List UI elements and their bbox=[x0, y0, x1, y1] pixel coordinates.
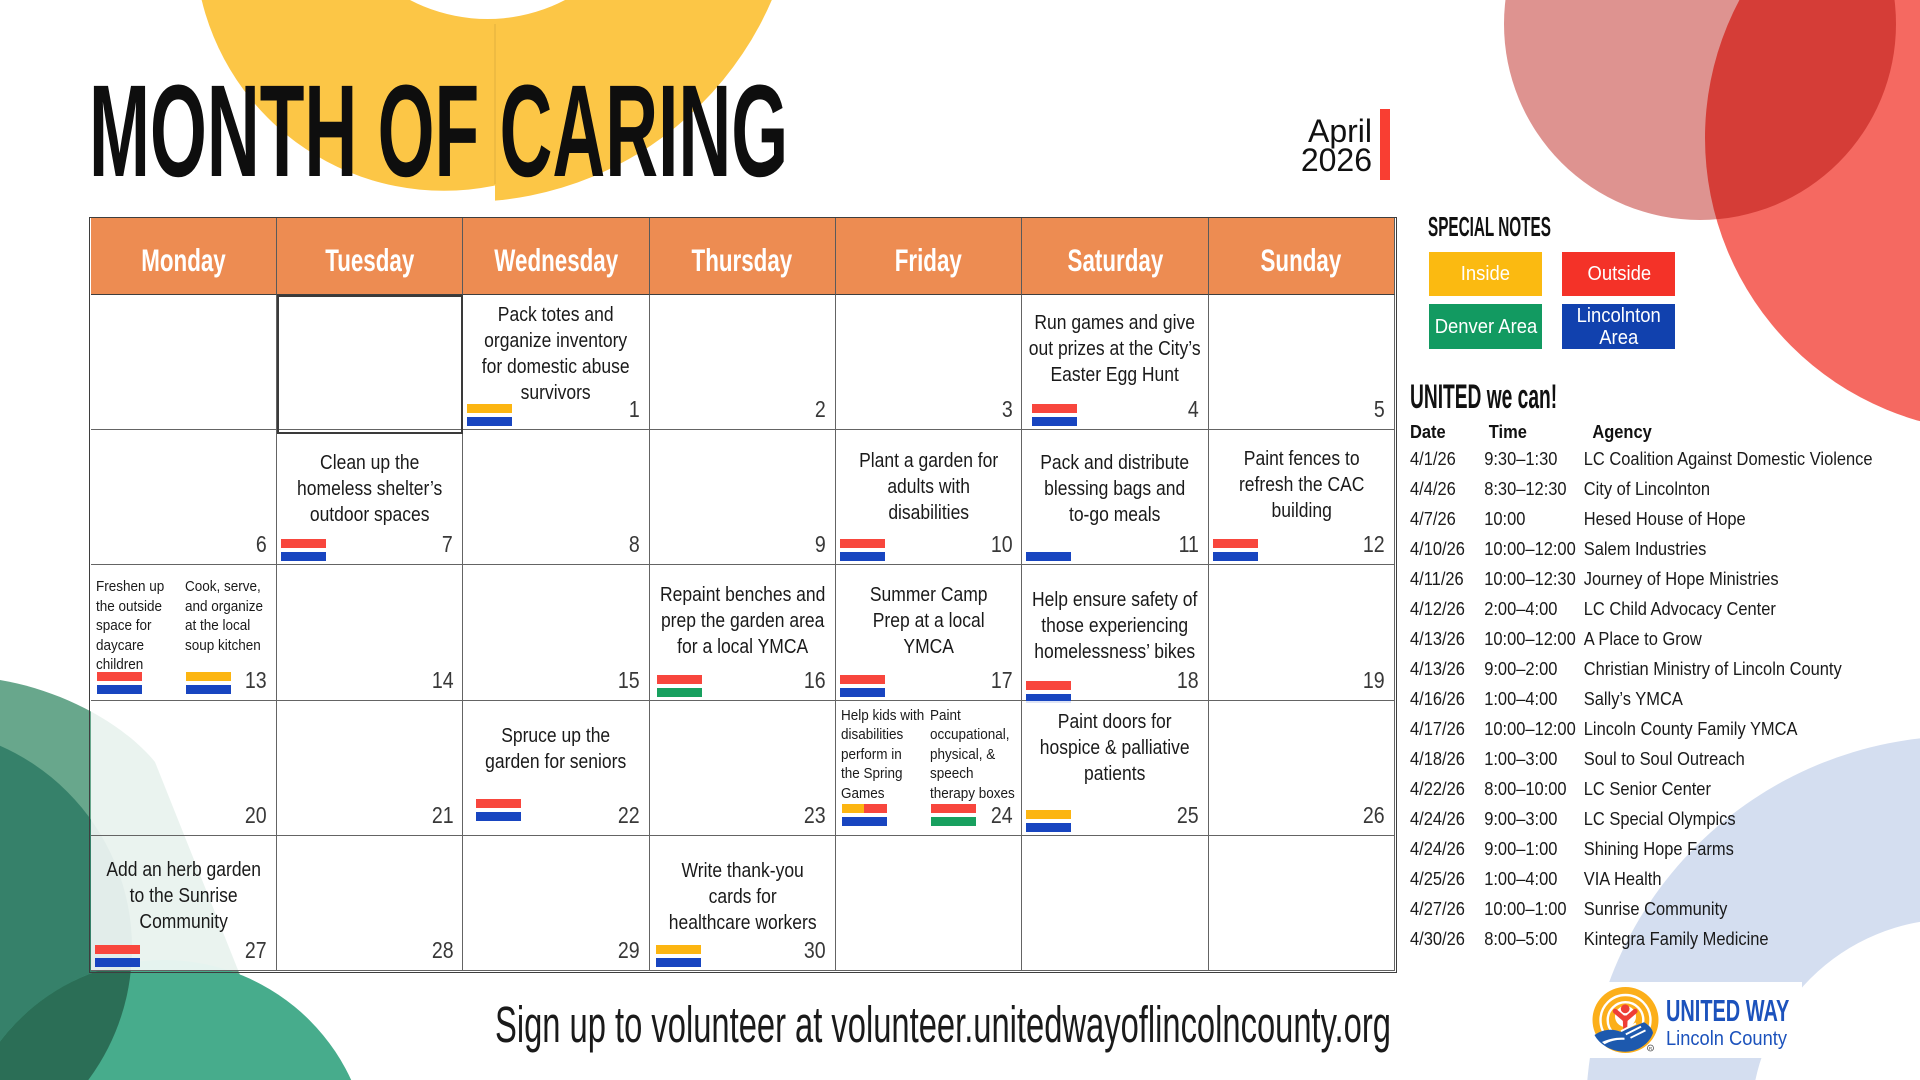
svg-text:R: R bbox=[1649, 1046, 1653, 1052]
